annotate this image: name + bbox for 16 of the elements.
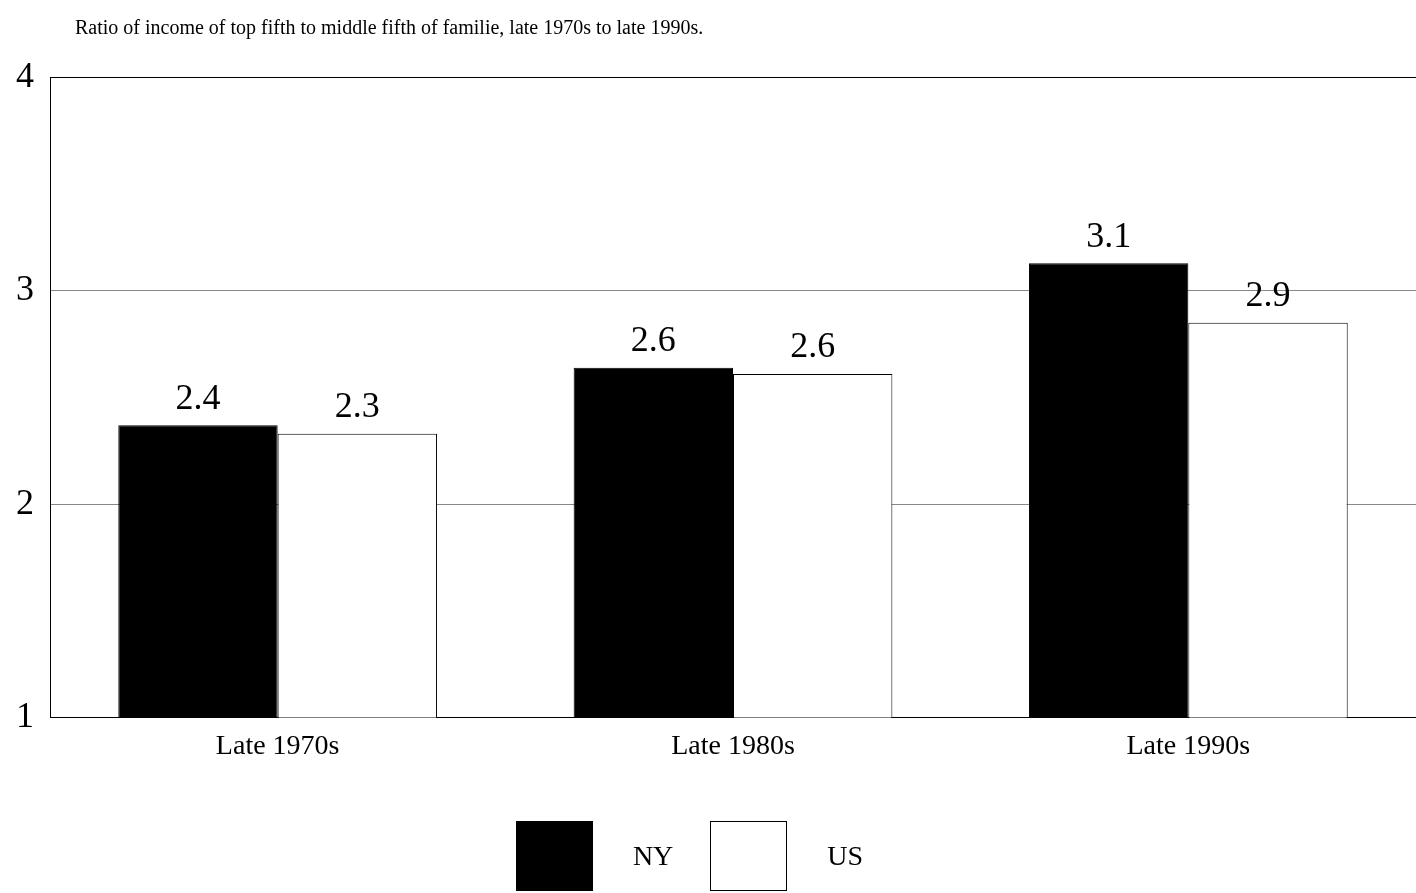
series-label: US: [827, 840, 864, 872]
x-tick-label: Late 1990s: [1126, 728, 1251, 760]
y-tick-label: 2: [16, 481, 34, 522]
data-label: 2.3: [334, 385, 380, 426]
data-label: 2.9: [1245, 274, 1291, 315]
y-tick-label: 4: [16, 55, 34, 96]
data-label: 2.4: [175, 376, 221, 417]
data-label: 2.6: [790, 325, 836, 366]
x-tick-label: Late 1970s: [215, 728, 340, 760]
x-tick-label: Late 1980s: [671, 728, 795, 760]
y-tick-label: 3: [16, 268, 34, 309]
chart-title: Ratio of income of top fifth to middle fifth of familie, late 1970s to late 1990s.: [75, 16, 704, 39]
series-label: NY: [632, 840, 674, 872]
data-label: 3.1: [1086, 214, 1132, 255]
y-tick-label: 1: [16, 694, 34, 735]
data-label: 2.6: [630, 319, 676, 360]
